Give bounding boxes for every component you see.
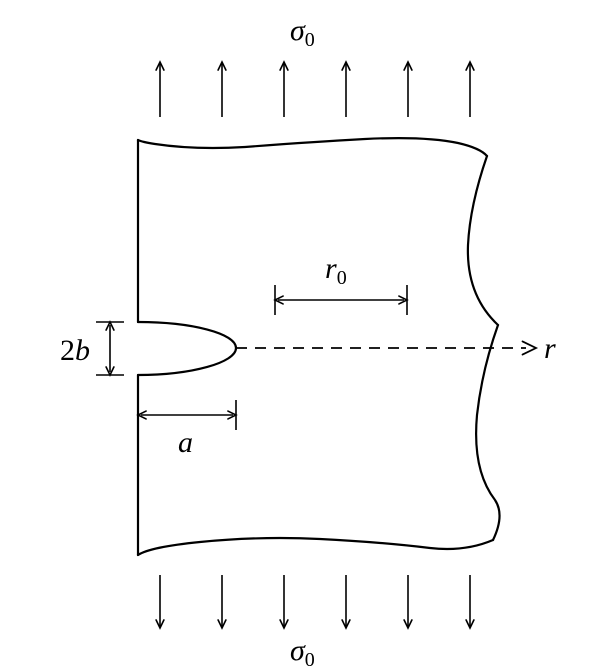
dimension-2b xyxy=(96,322,124,375)
dimension-r0 xyxy=(275,285,407,315)
sigma-arrows-bottom xyxy=(160,575,470,626)
sigma-arrows-top xyxy=(160,64,470,117)
label-2b: 2b xyxy=(60,334,90,367)
label-sigma-top: σ0 xyxy=(290,14,315,51)
label-a: a xyxy=(178,426,193,459)
label-sigma-bottom: σ0 xyxy=(290,634,315,668)
plate-body xyxy=(138,138,500,555)
label-r0: r0 xyxy=(325,252,347,289)
label-axis-r: r xyxy=(544,332,556,365)
